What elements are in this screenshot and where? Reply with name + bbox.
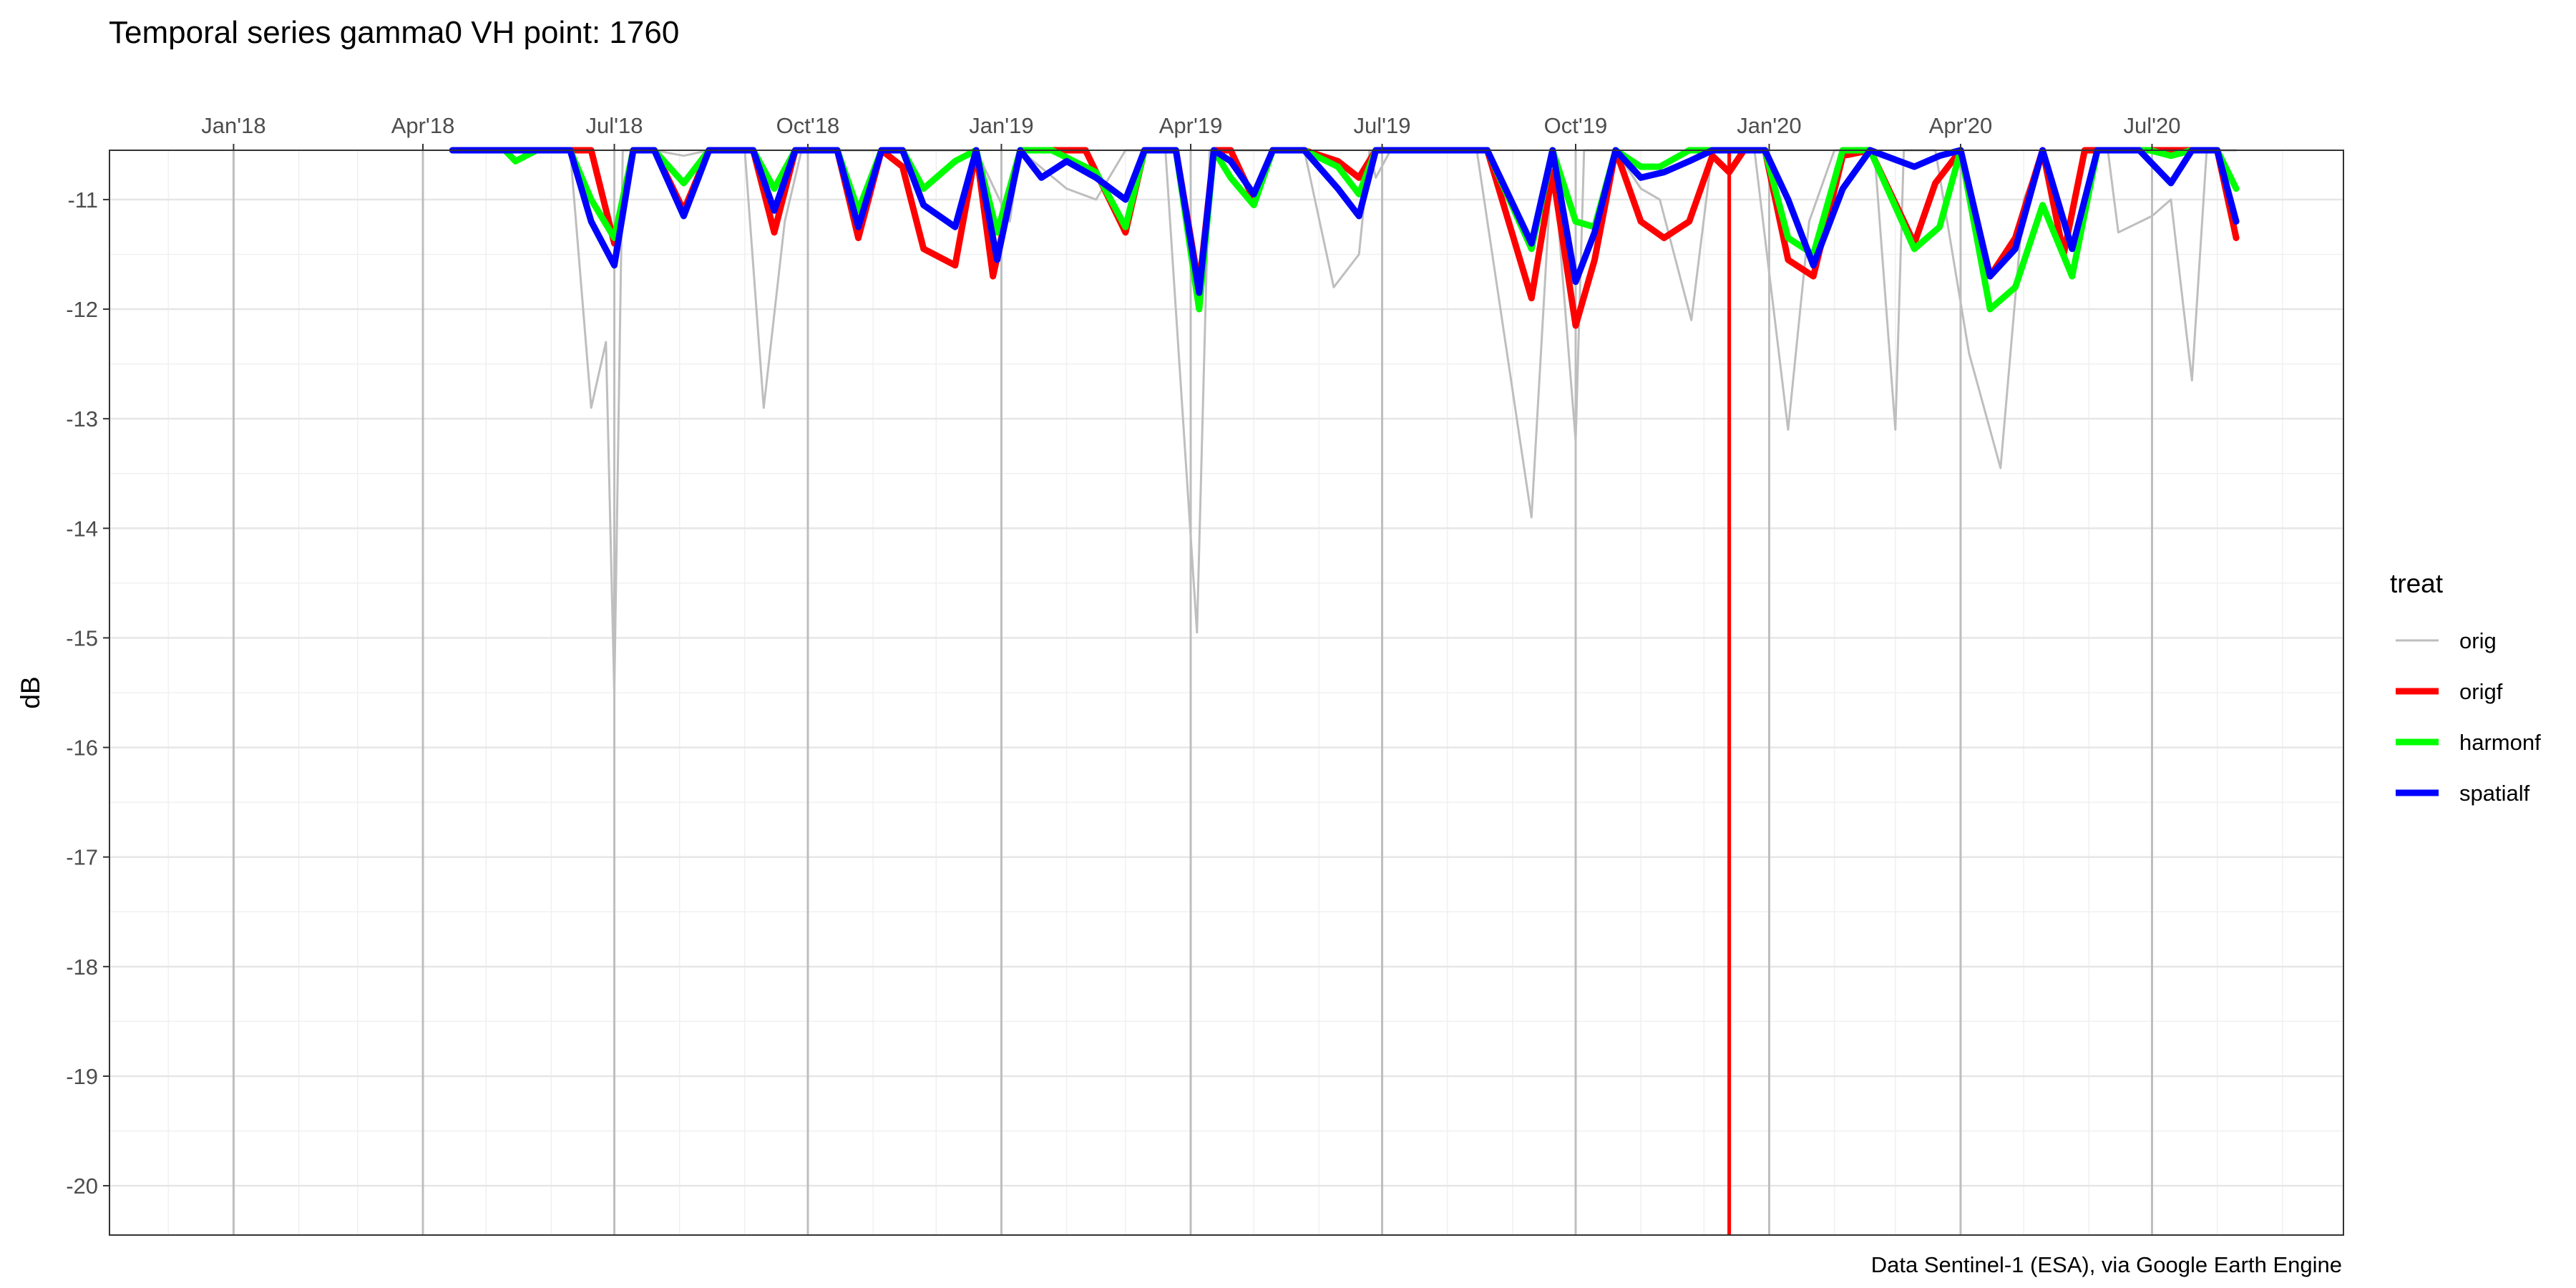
x-tick-label: Jan'18 bbox=[201, 113, 265, 138]
y-axis-ticks: -20 -19 -18 -17 -16 -15 -14 -13 -12 -11 bbox=[66, 187, 109, 1199]
y-axis-title: dB bbox=[16, 676, 45, 708]
y-tick-label: -20 bbox=[66, 1174, 98, 1199]
y-tick-label: -18 bbox=[66, 955, 98, 980]
x-tick-label: Oct'18 bbox=[776, 113, 840, 138]
x-tick-label: Jul'19 bbox=[1354, 113, 1411, 138]
legend-label-origf: origf bbox=[2459, 679, 2503, 704]
legend-label-orig: orig bbox=[2459, 628, 2497, 653]
y-tick-label: -19 bbox=[66, 1064, 98, 1089]
x-tick-label: Apr'20 bbox=[1929, 113, 1993, 138]
x-tick-label: Jan'20 bbox=[1737, 113, 1801, 138]
x-tick-label: Jul'20 bbox=[2123, 113, 2180, 138]
y-tick-label: -13 bbox=[66, 406, 98, 431]
legend-title: treat bbox=[2390, 569, 2444, 598]
legend-label-harmonf: harmonf bbox=[2459, 730, 2541, 755]
x-tick-label: Apr'18 bbox=[391, 113, 455, 138]
y-tick-label: -12 bbox=[66, 297, 98, 322]
y-tick-label: -17 bbox=[66, 845, 98, 870]
x-tick-label: Jan'19 bbox=[969, 113, 1033, 138]
x-tick-label: Jul'18 bbox=[586, 113, 643, 138]
caption: Data Sentinel-1 (ESA), via Google Earth … bbox=[1871, 1252, 2342, 1277]
y-tick-label: -11 bbox=[67, 187, 98, 213]
y-tick-label: -16 bbox=[66, 736, 98, 761]
chart-title: Temporal series gamma0 VH point: 1760 bbox=[109, 15, 679, 50]
legend: treat orig origf harmonf spatialf bbox=[2390, 569, 2541, 806]
y-tick-label: -15 bbox=[66, 625, 98, 650]
grid-layer bbox=[109, 150, 2343, 1235]
y-tick-label: -14 bbox=[66, 516, 98, 541]
x-axis-ticks: Jan'18 Apr'18 Jul'18 Oct'18 Jan'19 Apr'19 Jul'… bbox=[201, 113, 2180, 150]
x-tick-label: Apr'19 bbox=[1159, 113, 1223, 138]
panel-border bbox=[109, 150, 2344, 1236]
legend-label-spatialf: spatialf bbox=[2459, 781, 2530, 806]
x-tick-label: Oct'19 bbox=[1544, 113, 1608, 138]
